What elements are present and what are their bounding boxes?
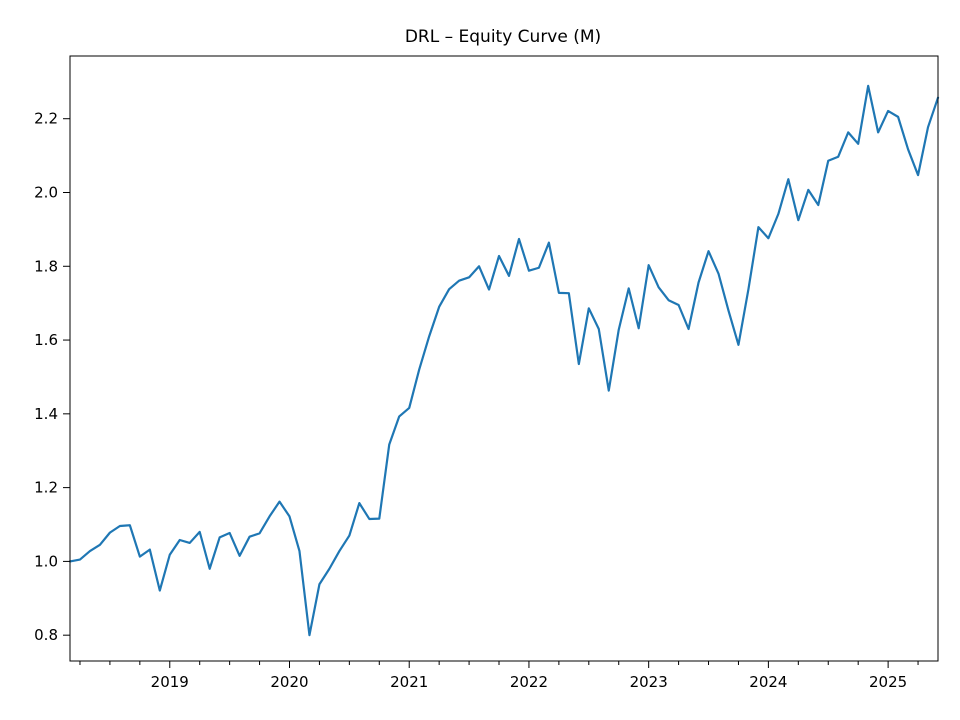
y-tick-label: 1.0 [34, 552, 58, 570]
y-tick-label: 1.2 [34, 479, 58, 497]
y-tick-label: 2.2 [34, 110, 58, 128]
chart-title: DRL – Equity Curve (M) [405, 27, 601, 47]
plot-area [68, 84, 940, 637]
y-tick-label: 1.4 [34, 405, 58, 423]
x-tick-label: 2022 [510, 673, 548, 691]
y-tick-label: 1.6 [34, 331, 58, 349]
y-axis: 0.8 1.0 1.2 1.4 1.6 1.8 2.0 2.2 [34, 110, 70, 644]
y-tick-label: 0.8 [34, 626, 58, 644]
x-tick-label: 2021 [390, 673, 428, 691]
x-tick-label: 2023 [630, 673, 668, 691]
y-tick-label: 2.0 [34, 183, 58, 201]
y-tick-label: 1.8 [34, 257, 58, 275]
equity-series-line [68, 84, 940, 637]
axes-frame [69, 55, 939, 662]
x-axis: 2019 2020 2021 2022 2023 2024 2025 [79, 661, 919, 691]
x-tick-label: 2019 [151, 673, 189, 691]
x-tick-label: 2024 [749, 673, 787, 691]
x-tick-label: 2020 [270, 673, 308, 691]
x-tick-label: 2025 [869, 673, 907, 691]
